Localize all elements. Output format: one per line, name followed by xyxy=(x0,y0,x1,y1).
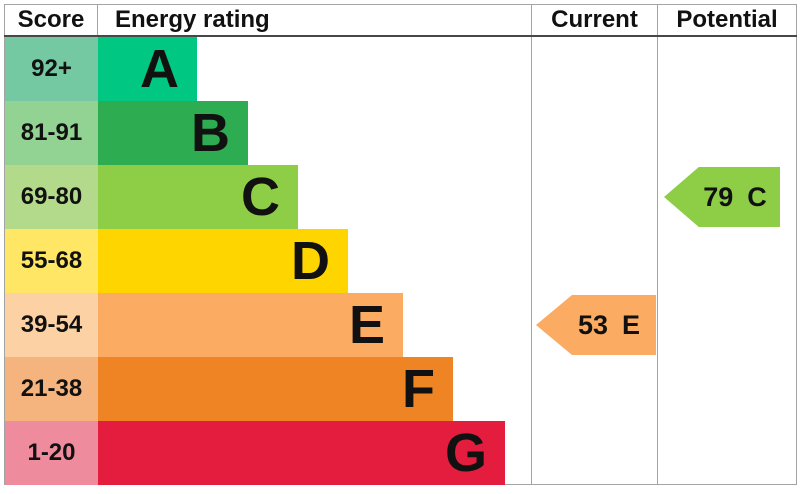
score-range-d: 55-68 xyxy=(5,229,98,293)
potential-column-divider xyxy=(657,4,658,485)
score-column-header: Score xyxy=(17,5,85,33)
potential-rating-value: 79 xyxy=(703,181,734,212)
current-rating-value: 53 xyxy=(577,309,609,340)
score-range-b: 81-91 xyxy=(5,101,98,165)
band-bar-a: A xyxy=(98,37,197,101)
band-bar-e: E xyxy=(98,293,403,357)
potential-rating-band: C xyxy=(747,181,767,212)
band-bar-f: F xyxy=(98,357,453,421)
score-range-f: 21-38 xyxy=(5,357,98,421)
score-range-a: 92+ xyxy=(5,37,98,101)
header-underline xyxy=(4,35,797,37)
band-bar-g: G xyxy=(98,421,505,485)
score-range-e: 39-54 xyxy=(5,293,98,357)
score-range-c: 69-80 xyxy=(5,165,98,229)
band-bar-d: D xyxy=(98,229,348,293)
current-rating-band: E xyxy=(622,309,641,340)
band-bar-b: B xyxy=(98,101,248,165)
band-bar-c: C xyxy=(98,165,298,229)
potential-column-header: Potential xyxy=(676,5,778,33)
score-range-g: 1-20 xyxy=(5,421,98,485)
current-column-header: Current xyxy=(551,5,638,33)
score-column-divider xyxy=(97,4,98,36)
energy-rating-column-header: Energy rating xyxy=(115,5,270,33)
current-column-divider xyxy=(531,4,532,485)
